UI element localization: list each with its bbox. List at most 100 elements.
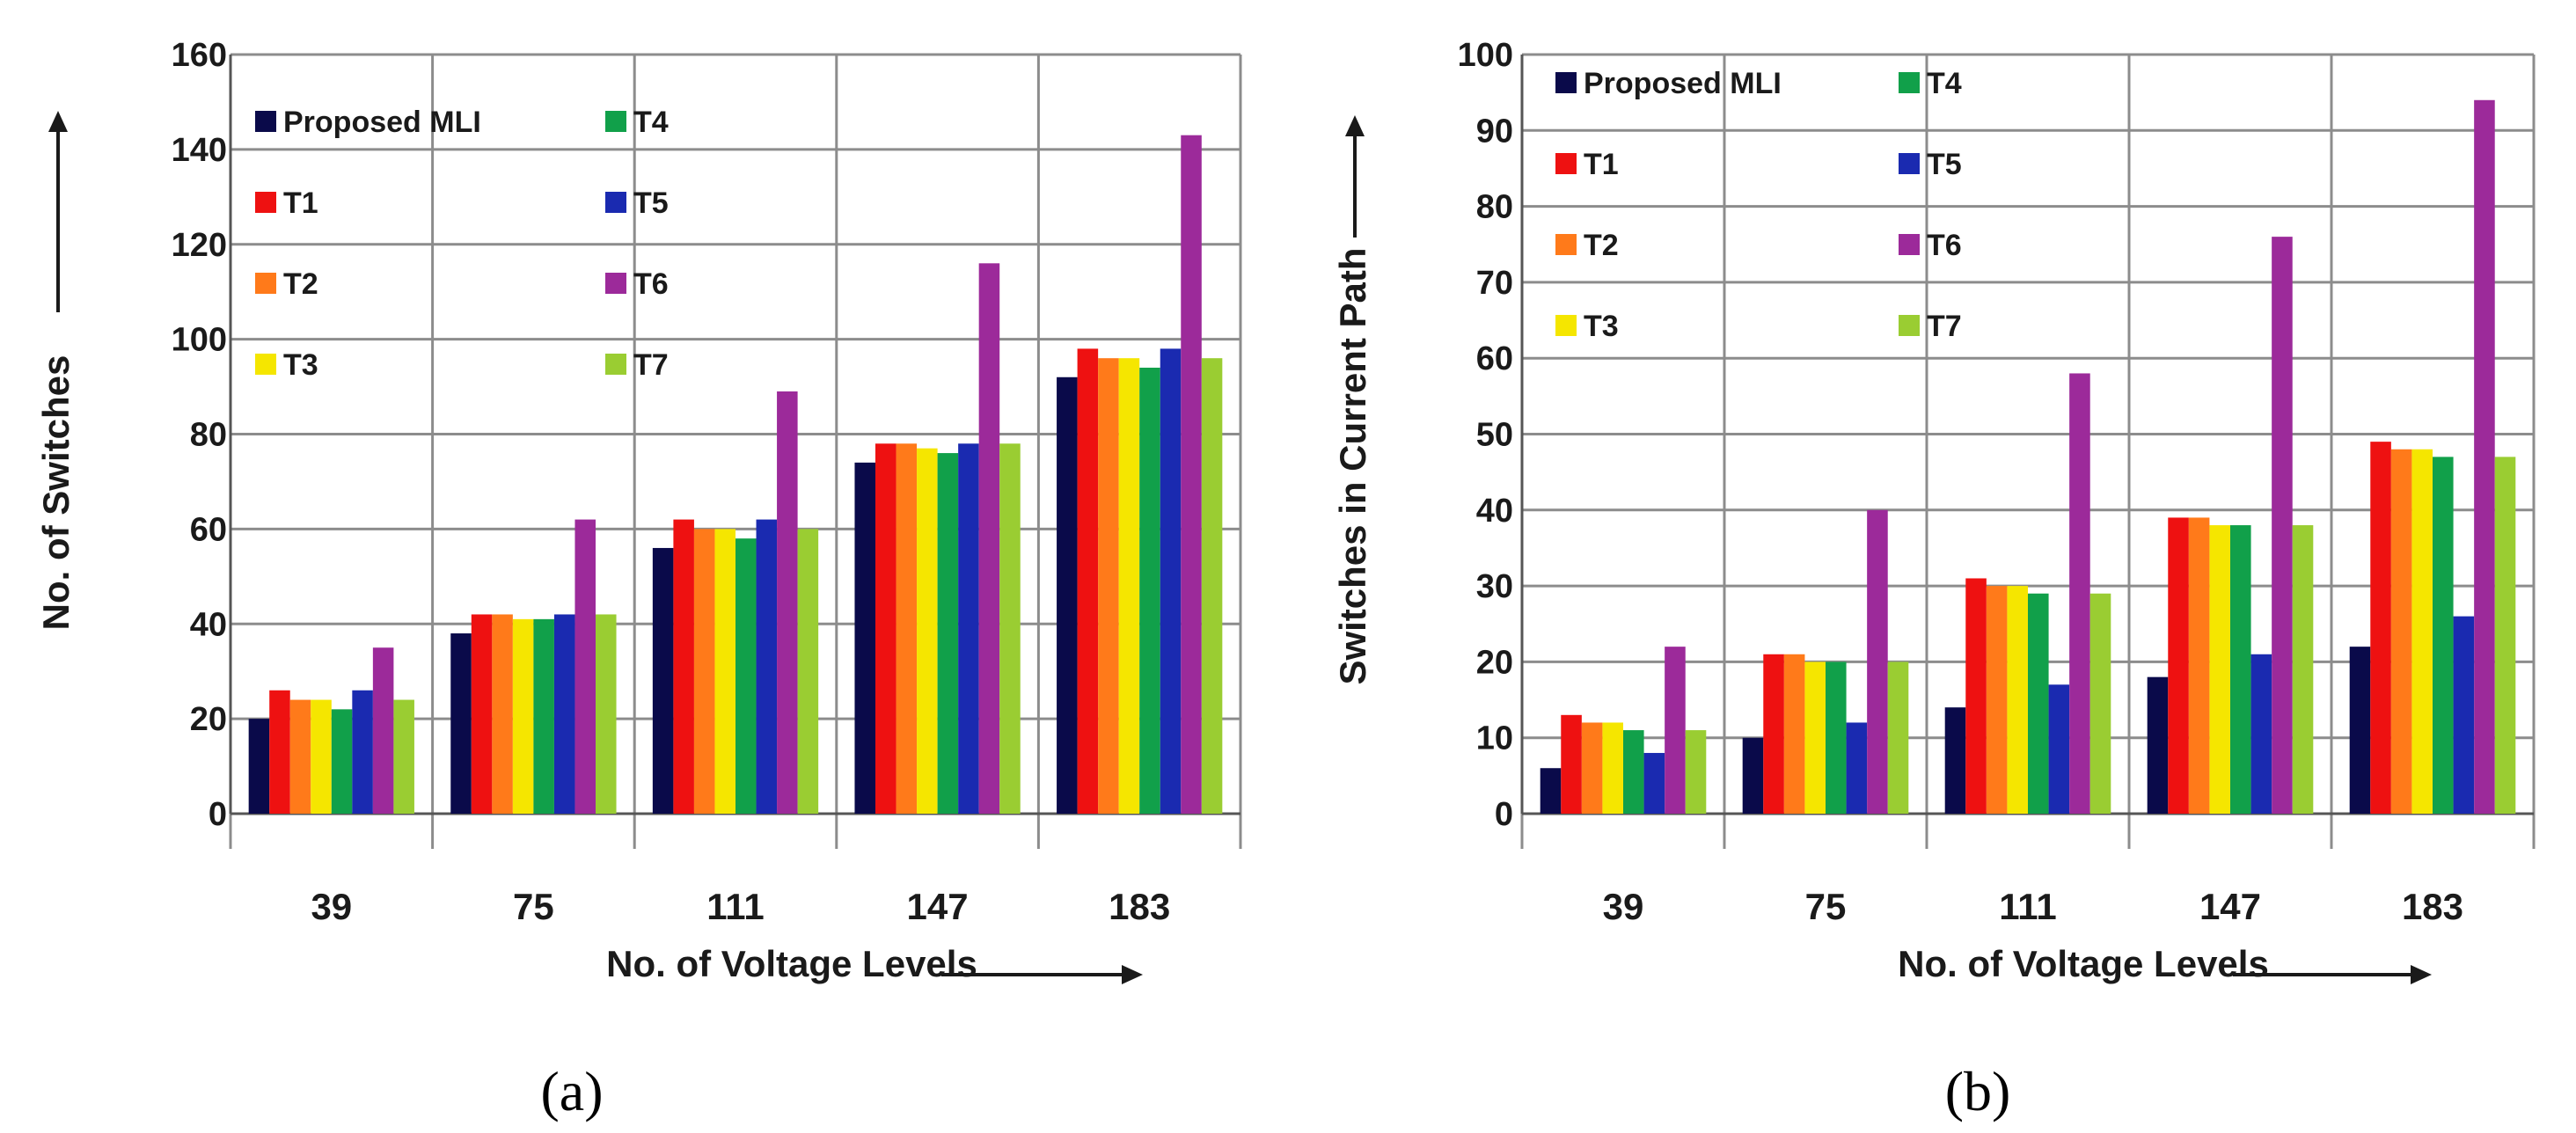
legend-label: T6	[633, 267, 669, 301]
bar	[673, 519, 694, 814]
bar	[1763, 654, 1784, 814]
bar	[269, 690, 290, 814]
bar	[471, 614, 493, 814]
bar	[352, 690, 373, 814]
bar	[875, 443, 896, 814]
legend-swatch	[255, 273, 276, 294]
bar	[978, 263, 1000, 814]
bar	[1098, 358, 1119, 814]
bar	[2188, 517, 2210, 814]
y-axis-label: No. of Switches	[35, 355, 77, 631]
legend-swatch	[1899, 234, 1920, 255]
bar	[1867, 509, 1888, 814]
bar	[2028, 593, 2049, 814]
x-tick-label: 111	[1999, 886, 2056, 927]
bar	[896, 443, 918, 814]
bar	[2390, 449, 2412, 814]
x-axis-label: No. of Voltage Levels	[1898, 943, 2269, 984]
legend-swatch	[605, 192, 626, 213]
bar	[311, 699, 332, 814]
legend-label: T7	[633, 348, 669, 382]
bar	[1685, 730, 1707, 814]
legend-swatch	[255, 354, 276, 375]
y-tick-label: 160	[172, 37, 227, 74]
x-tick-label: 147	[2199, 886, 2261, 927]
x-tick-label: 75	[513, 886, 554, 927]
legend-label: T1	[283, 186, 318, 220]
y-tick-label: 20	[1476, 644, 1513, 681]
panel-label: (a)	[540, 1060, 603, 1122]
legend-swatch	[605, 354, 626, 375]
bar	[1623, 730, 1644, 814]
y-tick-label: 100	[1458, 37, 1513, 74]
legend-swatch	[1555, 153, 1577, 174]
bar	[248, 719, 270, 814]
x-tick-label: 111	[706, 886, 764, 927]
legend-label: Proposed MLI	[1584, 67, 1782, 100]
legend-swatch	[1899, 315, 1920, 336]
bar	[1118, 358, 1140, 814]
bar	[714, 529, 735, 814]
x-axis-label: No. of Voltage Levels	[606, 943, 977, 984]
legend-label: T2	[1584, 229, 1619, 262]
panel-label: (b)	[1945, 1060, 2011, 1122]
bar	[450, 633, 472, 814]
bar	[2474, 99, 2495, 814]
bar	[1057, 376, 1078, 814]
bar	[2089, 593, 2111, 814]
legend-swatch	[1555, 315, 1577, 336]
y-tick-label: 50	[1476, 417, 1513, 454]
bar	[1201, 358, 1223, 814]
bar	[2453, 616, 2475, 814]
bar	[1665, 647, 1686, 814]
y-tick-label: 30	[1476, 568, 1513, 605]
y-axis-label: Switches in Current Path	[1332, 247, 1373, 684]
legend-label: T4	[633, 106, 669, 139]
y-axis-arrow-head	[48, 111, 68, 132]
y-tick-label: 120	[172, 227, 227, 264]
x-tick-label: 39	[311, 886, 352, 927]
legend-label: T5	[1927, 148, 1962, 181]
bar	[512, 618, 534, 814]
bar	[1581, 722, 1603, 814]
bar	[2168, 517, 2189, 814]
y-tick-label: 10	[1476, 720, 1513, 757]
legend-swatch	[605, 111, 626, 132]
bar	[553, 614, 575, 814]
bar	[1742, 737, 1764, 814]
y-tick-label: 20	[190, 701, 227, 738]
bar	[652, 547, 674, 814]
legend-swatch	[255, 111, 276, 132]
y-tick-label: 60	[1476, 340, 1513, 377]
bar	[2250, 654, 2272, 814]
bar	[1540, 768, 1562, 814]
legend-swatch	[1555, 234, 1577, 255]
legend-swatch	[605, 273, 626, 294]
bar	[574, 519, 596, 814]
x-tick-label: 183	[2402, 886, 2463, 927]
y-tick-label: 70	[1476, 265, 1513, 302]
y-tick-label: 0	[1495, 796, 1513, 833]
bar	[2209, 525, 2230, 814]
bar	[854, 462, 875, 814]
bar	[1643, 752, 1665, 814]
bar	[999, 443, 1021, 814]
legend-label: T2	[283, 267, 318, 301]
bar	[1846, 722, 1868, 814]
legend-label: T3	[283, 348, 318, 382]
legend-swatch	[1899, 153, 1920, 174]
bar	[2272, 237, 2293, 814]
x-tick-label: 39	[1603, 886, 1644, 927]
bar	[2494, 457, 2516, 814]
bar	[735, 538, 757, 814]
bar	[2147, 676, 2169, 814]
legend: Proposed MLI T1 T2 T3 T4 T5 T6 T7	[255, 106, 669, 382]
bar	[2230, 525, 2251, 814]
y-tick-label: 140	[172, 132, 227, 169]
y-tick-label: 100	[172, 322, 227, 359]
legend-label: T7	[1927, 310, 1962, 343]
bar	[2433, 457, 2454, 814]
bar	[1944, 707, 1966, 814]
bar	[958, 443, 979, 814]
legend-swatch	[1899, 72, 1920, 93]
